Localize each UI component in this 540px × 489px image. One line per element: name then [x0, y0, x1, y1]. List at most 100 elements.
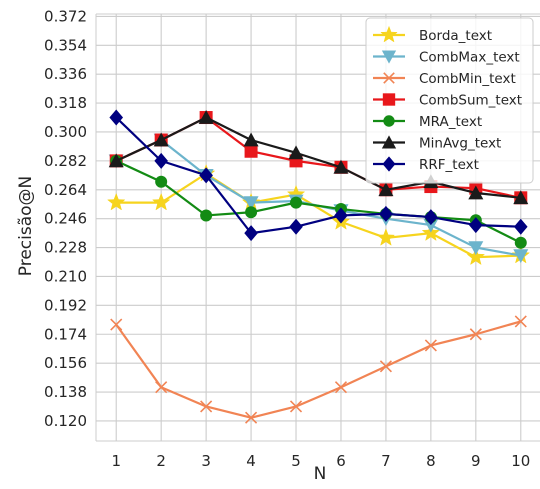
data-point-x	[110, 318, 123, 331]
data-point-triangle-up	[333, 159, 349, 174]
data-point-x	[469, 328, 482, 341]
x-tick-label: 1	[111, 452, 121, 470]
y-tick-label: 0.174	[44, 325, 87, 343]
y-tick-label: 0.156	[44, 354, 87, 372]
data-point-circle	[200, 209, 213, 222]
legend: Borda_text CombMax_text CombMin_text CombSu…	[365, 17, 534, 184]
y-tick-label: 0.246	[44, 210, 87, 228]
data-point-triangle-down	[513, 249, 529, 264]
y-tick-label: 0.264	[44, 181, 87, 199]
y-tick-label: 0.192	[44, 296, 87, 314]
data-point-triangle-down	[468, 241, 484, 256]
data-point-x	[379, 360, 392, 373]
legend-entry-borda-text: Borda_text	[373, 25, 492, 44]
data-point-x	[289, 400, 303, 413]
series-layer	[106, 109, 531, 424]
legend-entry-minavg-text: MinAvg_text	[373, 135, 501, 152]
data-point-star	[151, 192, 171, 211]
data-point-x	[155, 381, 168, 394]
data-point-triangle-up	[381, 135, 397, 149]
y-tick-label: 0.282	[44, 152, 87, 170]
legend-entry-mra-text: MRA_text	[373, 114, 482, 130]
y-tick-label: 0.120	[44, 412, 87, 430]
x-tick-label: 3	[201, 452, 211, 470]
legend-entry-combmin-text: CombMin_text	[373, 71, 516, 87]
data-point-square	[382, 93, 396, 106]
data-point-x	[200, 400, 213, 413]
data-point-triangle-down	[381, 50, 397, 64]
x-tick-label: 4	[246, 452, 256, 470]
data-point-triangle-up	[108, 153, 124, 168]
data-point-star	[380, 25, 398, 43]
legend-entry-combmax-text: CombMax_text	[373, 50, 520, 66]
x-tick-label: 2	[156, 452, 166, 470]
data-point-star	[106, 192, 126, 211]
data-point-triangle-up	[243, 132, 259, 147]
data-point-diamond	[154, 152, 168, 169]
data-point-x	[245, 411, 258, 424]
data-point-triangle-up	[198, 110, 214, 124]
data-point-diamond	[334, 207, 348, 224]
data-point-x	[424, 339, 437, 352]
legend-box	[365, 17, 534, 184]
plot-area	[95, 13, 540, 442]
series-minavg-text	[108, 110, 529, 205]
y-tick-label: 0.336	[44, 65, 87, 83]
legend-label: CombMin_text	[419, 71, 516, 87]
x-tick-label: 7	[381, 452, 391, 470]
data-point-triangle-up	[513, 190, 529, 205]
y-tick-label: 0.138	[44, 383, 87, 401]
series-line-combmin-text	[115, 320, 522, 419]
legend-label: RRF_text	[419, 157, 479, 173]
legend-label: MinAvg_text	[419, 136, 501, 152]
series-combmin-text	[110, 315, 527, 424]
legend-entry-combsum-text: CombSum_text	[373, 93, 522, 109]
data-point-circle	[245, 206, 258, 219]
y-tick-label: 0.372	[44, 7, 87, 25]
data-point-x	[334, 381, 348, 394]
series-line-mra-text	[115, 159, 522, 244]
y-axis-ticks: 0.120 0.138 0.156 0.174 0.192 0.210 0.228 0.246…	[44, 7, 87, 430]
legend-label: MRA_text	[419, 114, 482, 130]
data-point-triangle-down	[243, 196, 259, 211]
data-point-circle	[290, 196, 303, 209]
x-tick-label: 6	[336, 452, 346, 470]
legend-label: CombMax_text	[419, 50, 520, 66]
data-point-square	[244, 144, 258, 158]
data-point-diamond	[382, 156, 396, 172]
legend-entry-rrf-text: RRF_text	[373, 156, 479, 173]
y-tick-label: 0.354	[44, 36, 87, 54]
data-point-star	[466, 247, 486, 266]
series-line-borda-text	[116, 172, 521, 259]
y-tick-label: 0.210	[44, 267, 87, 285]
data-point-diamond	[513, 218, 528, 235]
x-axis-title: N	[314, 464, 327, 484]
data-point-circle	[155, 175, 168, 188]
legend-label: CombSum_text	[419, 93, 522, 109]
x-tick-label: 10	[511, 452, 530, 470]
y-tick-label: 0.318	[44, 94, 87, 112]
data-point-triangle-up	[288, 145, 304, 160]
data-point-triangle-up	[153, 132, 169, 147]
data-point-diamond	[289, 218, 303, 235]
data-point-triangle-up	[378, 182, 394, 197]
data-point-diamond	[379, 205, 393, 222]
x-tick-label: 5	[291, 452, 301, 470]
data-point-diamond	[199, 167, 213, 184]
series-line-minavg-text	[115, 116, 521, 199]
y-axis-title: Precisão@N	[16, 176, 36, 277]
data-point-star	[376, 228, 396, 246]
data-point-diamond	[424, 209, 438, 226]
y-tick-label: 0.228	[44, 239, 87, 257]
x-tick-label: 9	[471, 452, 481, 470]
x-axis-ticks: 1 2 3 4 5 6 7 8 9 10	[111, 452, 530, 470]
data-point-diamond	[469, 217, 483, 234]
series-line-rrf-text	[115, 116, 521, 235]
data-point-triangle-down	[423, 218, 439, 233]
x-tick-label: 8	[426, 452, 436, 470]
data-point-diamond	[109, 109, 124, 126]
data-point-x	[383, 72, 395, 84]
data-point-circle	[383, 115, 395, 127]
data-point-triangle-up	[468, 185, 484, 200]
